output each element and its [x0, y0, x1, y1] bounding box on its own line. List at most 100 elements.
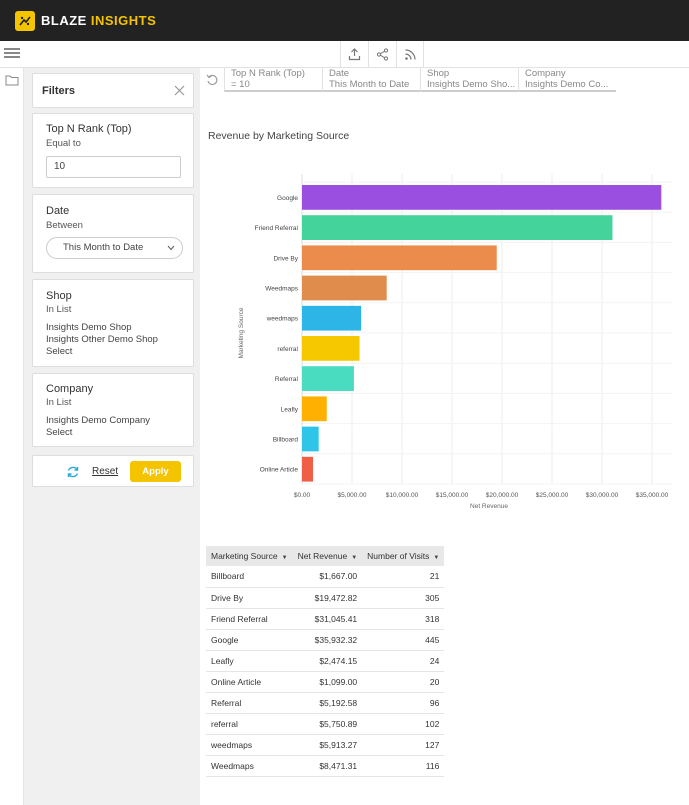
- category-label: Online Article: [260, 467, 299, 474]
- close-icon[interactable]: [174, 85, 185, 96]
- upload-icon[interactable]: [340, 41, 368, 68]
- caret-down-icon: ▼: [433, 555, 440, 561]
- top-n-input[interactable]: 10: [46, 156, 181, 178]
- reset-button[interactable]: Reset: [92, 466, 119, 477]
- table-row[interactable]: Friend Referral $31,045.41 318: [206, 608, 445, 630]
- caret-down-icon: ▼: [351, 555, 358, 561]
- table-row[interactable]: Leafly $2,474.15 24: [206, 650, 445, 672]
- logo[interactable]: [15, 10, 35, 31]
- bar: [302, 245, 497, 271]
- undo-icon[interactable]: [206, 74, 218, 86]
- bar: [302, 426, 319, 452]
- filters-title: Filters: [42, 85, 76, 97]
- filter-chip-value: = 10: [231, 79, 250, 90]
- cell-visits: 318: [362, 608, 445, 630]
- date-range-select[interactable]: This Month to Date: [46, 237, 183, 259]
- column-header-visits[interactable]: Number of Visits ▼: [362, 546, 445, 566]
- x-tick-label: $30,000.00: [586, 492, 619, 499]
- cell-revenue: $31,045.41: [292, 608, 363, 630]
- category-label: Friend Referral: [255, 225, 299, 232]
- category-label: Google: [277, 195, 298, 202]
- filter-chip-top-n[interactable]: Top N Rank (Top) = 10: [224, 68, 322, 92]
- x-tick-label: $15,000.00: [436, 492, 469, 499]
- category-label: Referral: [275, 376, 299, 383]
- table-row[interactable]: referral $5,750.89 102: [206, 713, 445, 735]
- filter-company: Company In List Insights Demo Company Se…: [32, 373, 194, 447]
- table-row[interactable]: Drive By $19,472.82 305: [206, 587, 445, 609]
- bar: [302, 396, 327, 422]
- cell-revenue: $2,474.15: [292, 650, 363, 672]
- cell-visits: 20: [362, 671, 445, 693]
- x-tick-label: $5,000.00: [338, 492, 367, 499]
- cell-visits: 127: [362, 734, 445, 756]
- table-header-row: Marketing Source ▼ Net Revenue ▼ Number of…: [206, 546, 445, 566]
- shop-item[interactable]: Insights Other Demo Shop: [46, 334, 158, 345]
- cell-source: Weedmaps: [206, 755, 293, 777]
- toolbar: [0, 41, 689, 68]
- cell-revenue: $1,667.00: [292, 566, 363, 588]
- filter-chip-label: Top N Rank (Top): [231, 68, 305, 79]
- x-tick-label: $25,000.00: [536, 492, 569, 499]
- cell-source: Referral: [206, 692, 293, 714]
- shop-item[interactable]: Insights Demo Shop: [46, 322, 132, 333]
- brand-part-1: BLAZE: [41, 13, 87, 28]
- toolbar-actions: [340, 41, 424, 68]
- x-axis-label: Net Revenue: [470, 503, 508, 510]
- date-range-value: This Month to Date: [63, 242, 144, 253]
- x-tick-label: $20,000.00: [486, 492, 519, 499]
- table-row[interactable]: Online Article $1,099.00 20: [206, 671, 445, 693]
- cell-source: referral: [206, 713, 293, 735]
- table-row[interactable]: Google $35,932.32 445: [206, 629, 445, 651]
- brand-part-2: INSIGHTS: [90, 13, 157, 28]
- table-row[interactable]: weedmaps $5,913.27 127: [206, 734, 445, 756]
- bar: [302, 336, 360, 361]
- rss-icon[interactable]: [396, 41, 424, 68]
- cell-source: Drive By: [206, 587, 293, 609]
- column-header-net-revenue[interactable]: Net Revenue ▼: [292, 546, 363, 566]
- revenue-bar-chart: Google Friend Referral Drive By Weedmaps wee…: [238, 174, 672, 510]
- refresh-icon[interactable]: [66, 465, 80, 479]
- filter-chip-date[interactable]: Date This Month to Date: [322, 68, 420, 92]
- table-row[interactable]: Referral $5,192.58 96: [206, 692, 445, 714]
- filter-company-operator: In List: [46, 397, 72, 408]
- filter-chip-shop[interactable]: Shop Insights Demo Sho...: [420, 68, 518, 92]
- folder-icon[interactable]: [5, 74, 19, 86]
- table-row[interactable]: Weedmaps $8,471.31 116: [206, 755, 445, 777]
- bar: [302, 366, 354, 391]
- filter-top-n-operator: Equal to: [46, 138, 81, 149]
- cell-visits: 102: [362, 713, 445, 735]
- bar: [302, 305, 362, 331]
- filters-panel: Filters Top N Rank (Top) Equal to 10 Dat…: [24, 68, 200, 805]
- filter-top-n: Top N Rank (Top) Equal to 10: [32, 113, 194, 188]
- cell-visits: 24: [362, 650, 445, 672]
- category-label: Leafly: [281, 406, 299, 413]
- bar: [302, 215, 613, 240]
- filter-chip-company[interactable]: Company Insights Demo Co...: [518, 68, 616, 92]
- revenue-table: Marketing Source ▼ Net Revenue ▼ Number of…: [206, 546, 445, 777]
- cell-visits: 305: [362, 587, 445, 609]
- x-tick-label: $10,000.00: [386, 492, 419, 499]
- hamburger-menu-icon[interactable]: [4, 46, 20, 62]
- filter-chip-label: Company: [525, 68, 566, 79]
- bar: [302, 275, 387, 301]
- company-select-link[interactable]: Select: [46, 427, 73, 438]
- shop-select-link[interactable]: Select: [46, 346, 73, 357]
- category-label: weedmaps: [266, 316, 299, 323]
- cell-source: Google: [206, 629, 293, 651]
- filter-chip-value: Insights Demo Sho...: [427, 79, 516, 90]
- filter-top-n-title: Top N Rank (Top): [46, 123, 132, 135]
- cell-revenue: $5,192.58: [292, 692, 363, 714]
- column-header-marketing-source[interactable]: Marketing Source ▼: [206, 546, 293, 566]
- cell-visits: 21: [362, 566, 445, 588]
- filter-chip-label: Date: [329, 68, 350, 79]
- category-label: Billboard: [273, 437, 299, 444]
- table-row[interactable]: Billboard $1,667.00 21: [206, 566, 445, 588]
- applied-filters-bar: Top N Rank (Top) = 10 Date This Month to…: [200, 68, 689, 92]
- cell-source: Online Article: [206, 671, 293, 693]
- cell-revenue: $35,932.32: [292, 629, 363, 651]
- share-icon[interactable]: [368, 41, 396, 68]
- company-item[interactable]: Insights Demo Company: [46, 415, 151, 426]
- cell-revenue: $5,913.27: [292, 734, 363, 756]
- apply-button[interactable]: Apply: [130, 461, 181, 482]
- cell-visits: 96: [362, 692, 445, 714]
